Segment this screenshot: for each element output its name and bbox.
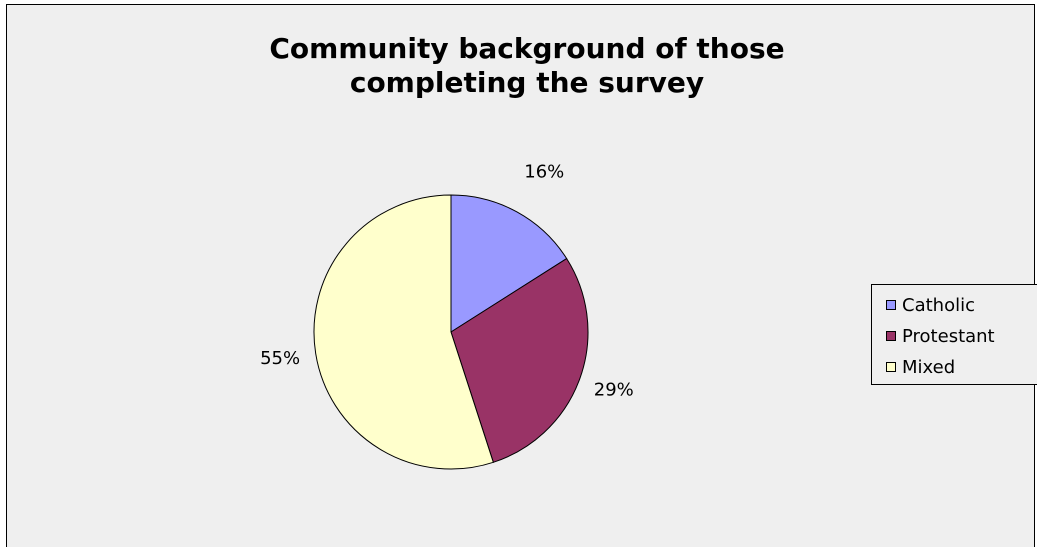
pie-slices — [313, 194, 589, 470]
chart-title: Community background of those completing… — [269, 32, 785, 99]
pie-label-protestant: 29% — [594, 380, 634, 401]
legend: Catholic Protestant Mixed — [871, 284, 1037, 385]
legend-swatch-catholic — [886, 300, 896, 310]
pie-slice-mixed — [313, 194, 494, 470]
chart-area: Community background of those completing… — [6, 4, 1037, 547]
legend-label-protestant: Protestant — [902, 325, 995, 347]
pie-labels: 16% 29% 55% — [260, 161, 634, 400]
legend-swatch-protestant — [886, 331, 896, 341]
pie-label-catholic: 16% — [524, 161, 564, 182]
legend-label-catholic: Catholic — [902, 294, 975, 316]
pie-slice-catholic — [450, 194, 568, 333]
legend-item-mixed: Mixed — [886, 355, 955, 379]
legend-swatch-mixed — [886, 362, 896, 372]
pie-slice-protestant — [450, 257, 589, 463]
legend-label-mixed: Mixed — [902, 356, 956, 378]
legend-item-protestant: Protestant — [886, 324, 995, 348]
pie-label-mixed: 55% — [260, 348, 300, 369]
legend-item-catholic: Catholic — [886, 293, 975, 317]
